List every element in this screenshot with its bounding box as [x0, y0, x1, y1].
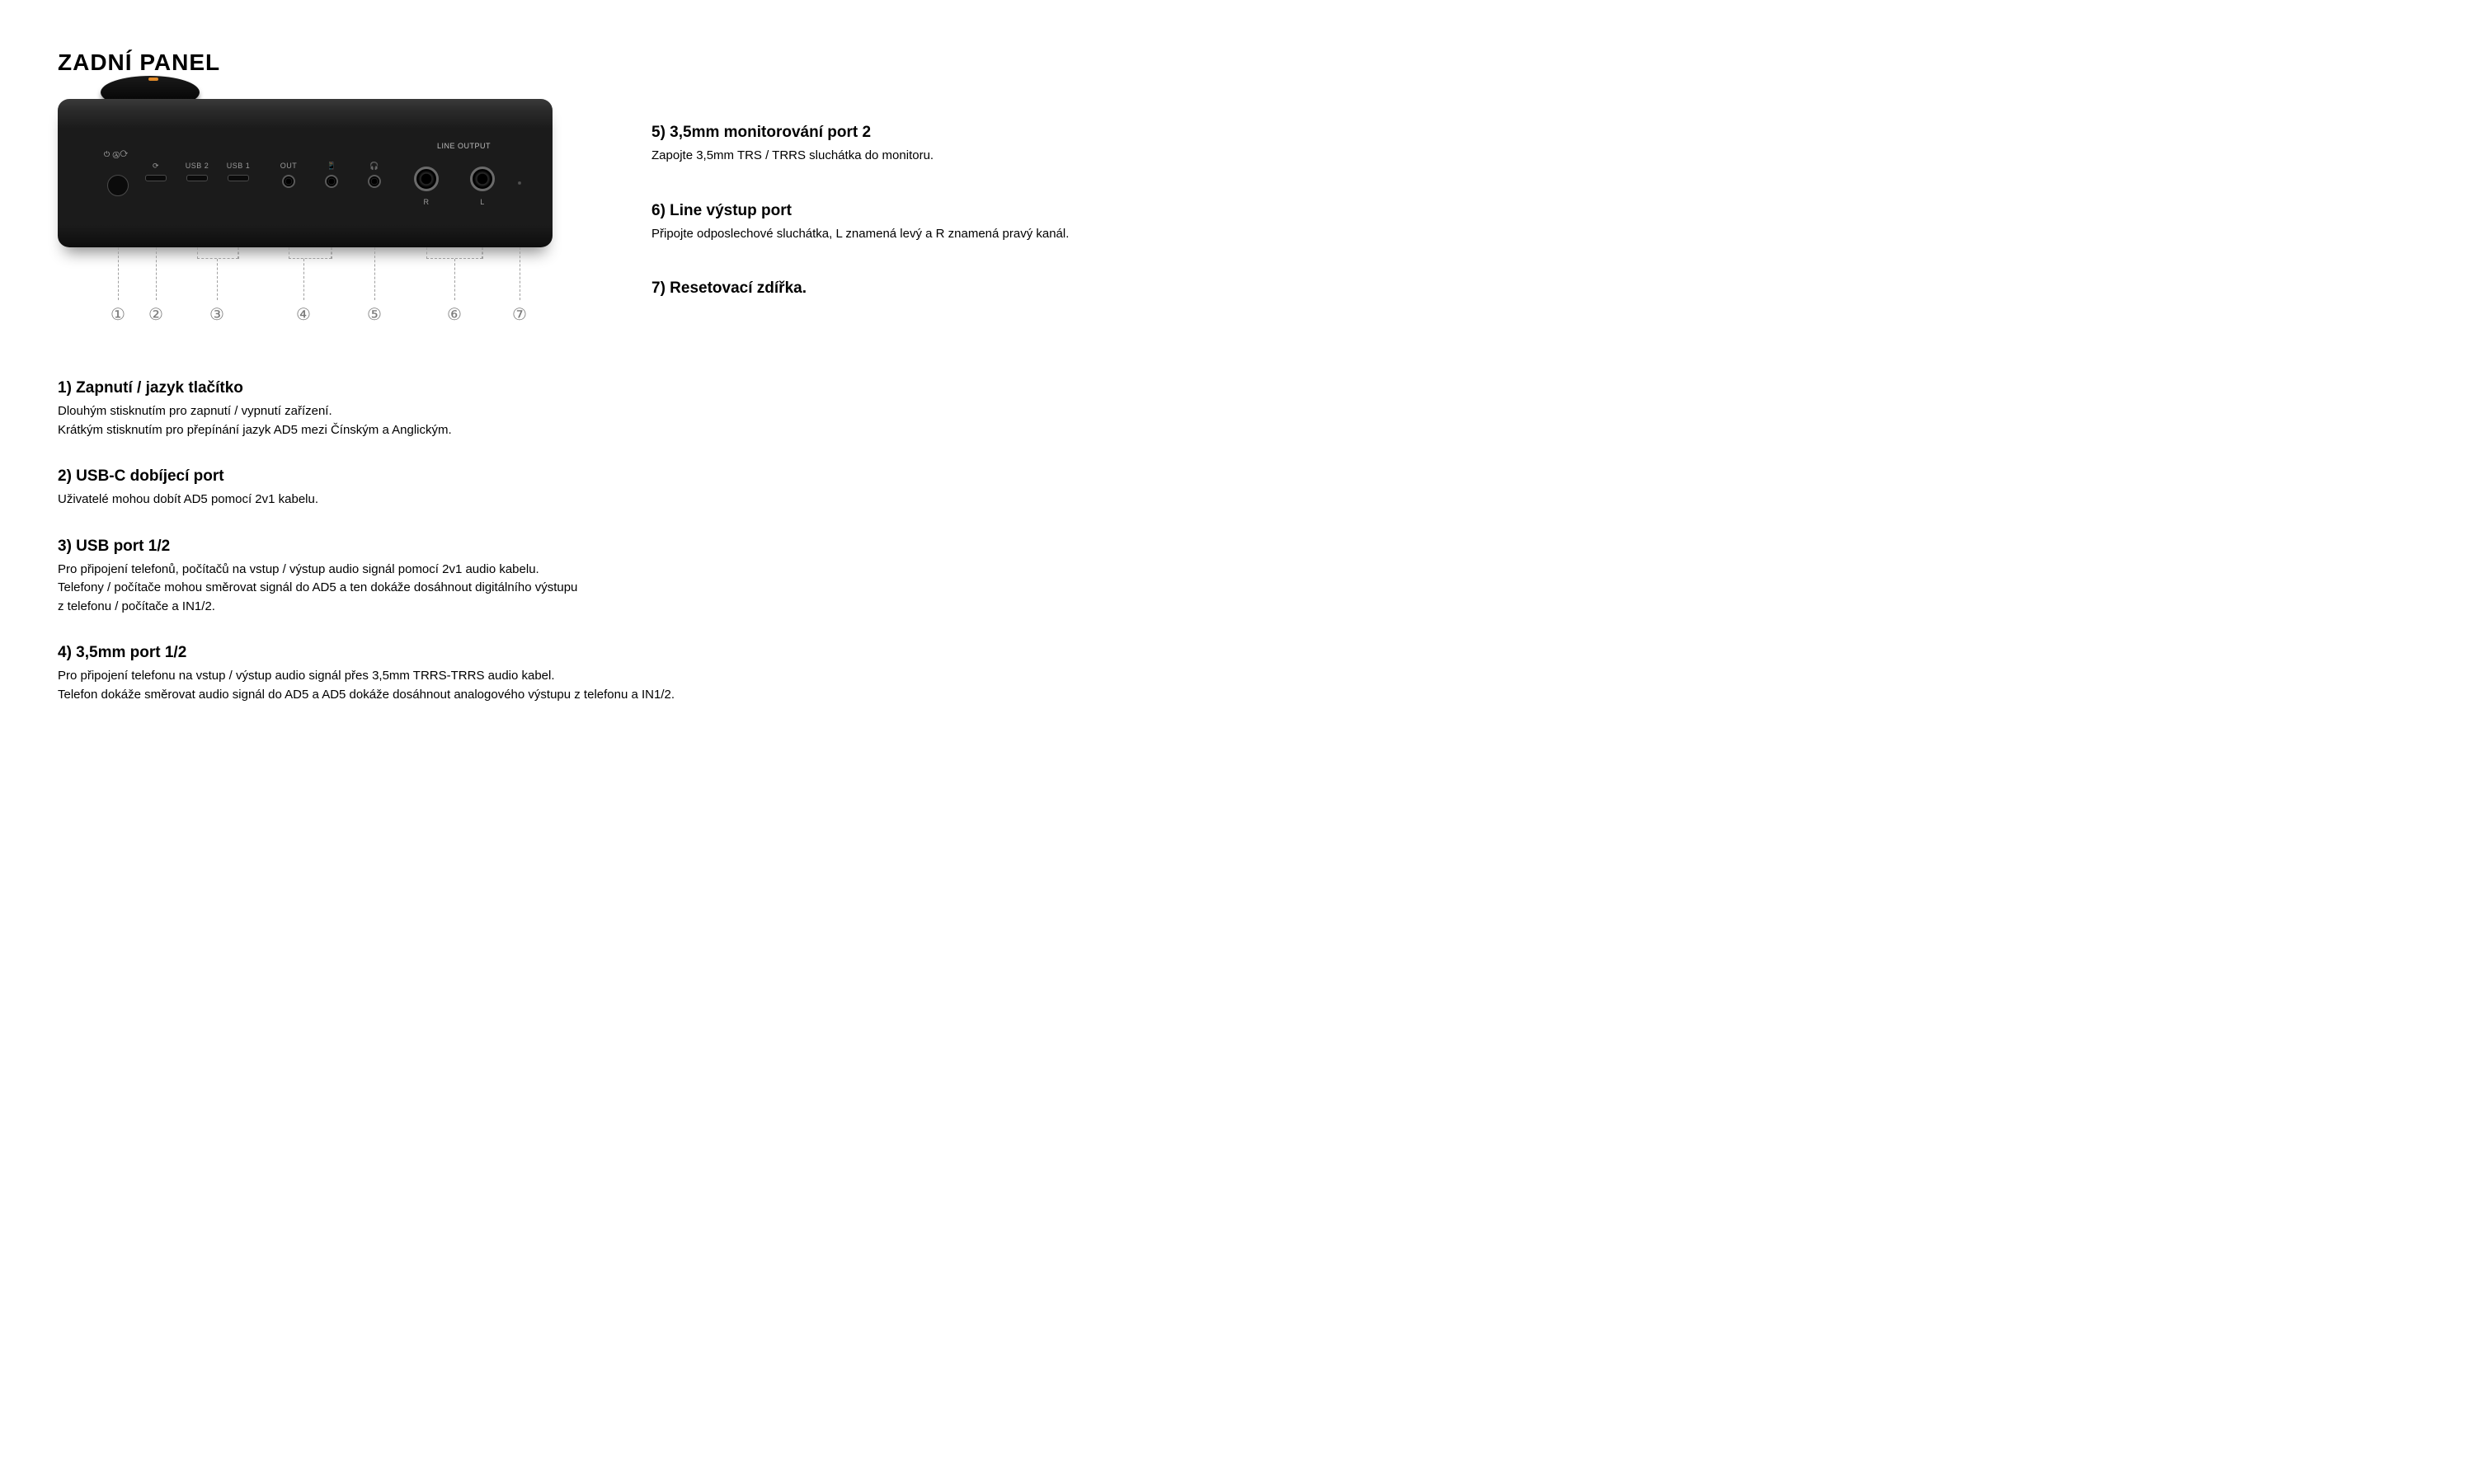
device-port [228, 175, 249, 181]
item-body: Dlouhým stisknutím pro zapnutí / vypnutí… [58, 402, 1097, 439]
device-port [325, 175, 338, 188]
callout-leader [482, 247, 483, 259]
item-body: Pro připojení telefonů, počítačů na vstu… [58, 561, 1097, 617]
item-title: 2) USB-C dobíjecí port [58, 467, 1097, 486]
item-title: 6) Line výstup port [651, 202, 1097, 220]
device-port [145, 175, 167, 181]
port-label: USB 2 [186, 162, 209, 170]
callout-bracket [289, 247, 332, 259]
top-row: LINE OUTPUT ⏻ Ⓐ⟳ ⟳ USB 2 USB 1 OUT 📱 🎧 R L ① ② ③ ④ ⑤ ⑥… [58, 99, 1097, 346]
callout-bracket [197, 247, 238, 259]
callout-number: ② [147, 307, 165, 325]
description-item: 3) USB port 1/2 Pro připojení telefonů, p… [58, 538, 1097, 617]
item-title: 7) Resetovací zdířka. [651, 279, 1097, 298]
callout-numbers: ① ② ③ ④ ⑤ ⑥ ⑦ [58, 247, 553, 346]
item-title: 1) Zapnutí / jazyk tlačítko [58, 379, 1097, 397]
callout-leader [156, 247, 157, 300]
device-port [368, 175, 381, 188]
left-descriptions: 1) Zapnutí / jazyk tlačítko Dlouhým stisk… [58, 379, 1097, 704]
item-title: 4) 3,5mm port 1/2 [58, 644, 1097, 662]
description-item: 1) Zapnutí / jazyk tlačítko Dlouhým stisk… [58, 379, 1097, 439]
callout-number: ③ [208, 307, 226, 325]
callout-number: ⑦ [510, 307, 529, 325]
callout-leader [303, 259, 304, 300]
device-body: LINE OUTPUT ⏻ Ⓐ⟳ ⟳ USB 2 USB 1 OUT 📱 🎧 R L [58, 99, 553, 247]
callout-number: ⑥ [445, 307, 463, 325]
callout-leader [454, 259, 455, 300]
item-title: 3) USB port 1/2 [58, 538, 1097, 556]
device-port [282, 175, 295, 188]
device-port [470, 167, 495, 191]
callout-number: ① [109, 307, 127, 325]
device-port [414, 167, 439, 191]
right-descriptions: 5) 3,5mm monitorování port 2 Zapojte 3,5m… [651, 99, 1097, 334]
device-illustration: LINE OUTPUT ⏻ Ⓐ⟳ ⟳ USB 2 USB 1 OUT 📱 🎧 R L [58, 99, 553, 247]
port-label: OUT [280, 162, 298, 170]
description-item: 6) Line výstup port Připojte odposlechové… [651, 202, 1097, 244]
device-port [107, 175, 129, 196]
description-item: 7) Resetovací zdířka. [651, 279, 1097, 298]
item-body: Zapojte 3,5mm TRS / TRRS sluchátka do mo… [651, 147, 1097, 166]
port-label: 📱 [327, 162, 336, 171]
port-label: USB 1 [227, 162, 251, 170]
callout-bracket [426, 247, 482, 259]
port-top-label: ⏻ Ⓐ⟳ [104, 150, 129, 159]
description-item: 5) 3,5mm monitorování port 2 Zapojte 3,5m… [651, 124, 1097, 166]
page-title: ZADNÍ PANEL [58, 49, 1097, 76]
port-label: 🎧 [369, 162, 379, 171]
callout-leader [238, 247, 239, 259]
description-item: 2) USB-C dobíjecí port Uživatelé mohou do… [58, 467, 1097, 510]
item-body: Připojte odposlechové sluchátka, L zname… [651, 225, 1097, 244]
device-column: LINE OUTPUT ⏻ Ⓐ⟳ ⟳ USB 2 USB 1 OUT 📱 🎧 R L ① ② ③ ④ ⑤ ⑥… [58, 99, 553, 346]
device-port [518, 181, 521, 185]
device-port [186, 175, 208, 181]
item-title: 5) 3,5mm monitorování port 2 [651, 124, 1097, 142]
item-body: Uživatelé mohou dobít AD5 pomocí 2v1 kab… [58, 491, 1097, 510]
line-output-label: LINE OUTPUT [437, 142, 491, 150]
port-label: ⟳ [153, 162, 159, 171]
port-label: R [424, 198, 430, 206]
callout-leader [217, 259, 218, 300]
callout-leader [374, 247, 375, 300]
port-label: L [480, 198, 485, 206]
callout-number: ④ [294, 307, 313, 325]
description-item: 4) 3,5mm port 1/2 Pro připojení telefonu … [58, 644, 1097, 704]
item-body: Pro připojení telefonu na vstup / výstup… [58, 667, 1097, 704]
callout-leader [118, 247, 119, 300]
callout-number: ⑤ [365, 307, 383, 325]
